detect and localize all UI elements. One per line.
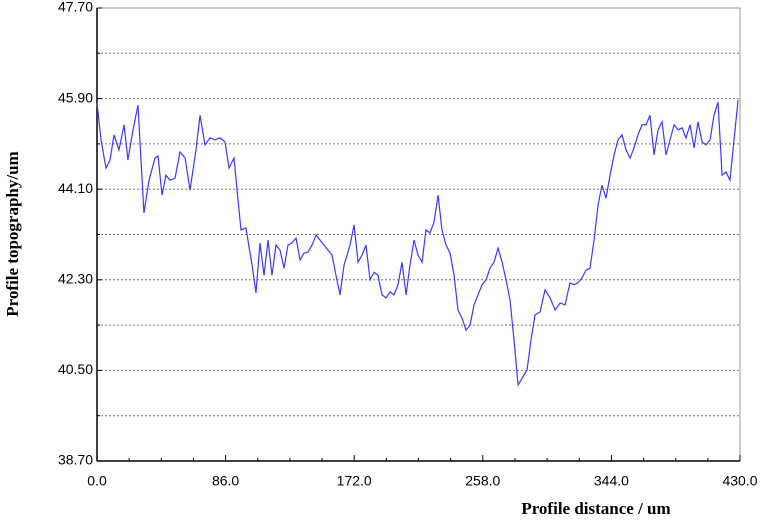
x-tick-label: 0.0 xyxy=(87,473,107,489)
y-tick-label: 47.70 xyxy=(58,0,93,15)
y-axis-title: Profile topography/um xyxy=(3,151,22,316)
y-tick-label: 45.90 xyxy=(58,89,93,105)
x-tick-label: 172.0 xyxy=(337,473,372,489)
y-tick-label: 44.10 xyxy=(58,180,93,196)
x-tick-label: 430.0 xyxy=(722,473,757,489)
x-tick-label: 86.0 xyxy=(212,473,239,489)
y-tick-label: 38.70 xyxy=(58,452,93,468)
x-tick-label: 258.0 xyxy=(465,473,500,489)
x-axis-title: Profile distance / um xyxy=(521,499,670,518)
y-tick-label: 42.30 xyxy=(58,271,93,287)
y-tick-label: 40.50 xyxy=(58,361,93,377)
profile-line xyxy=(96,100,739,387)
x-tick-label: 344.0 xyxy=(594,473,629,489)
